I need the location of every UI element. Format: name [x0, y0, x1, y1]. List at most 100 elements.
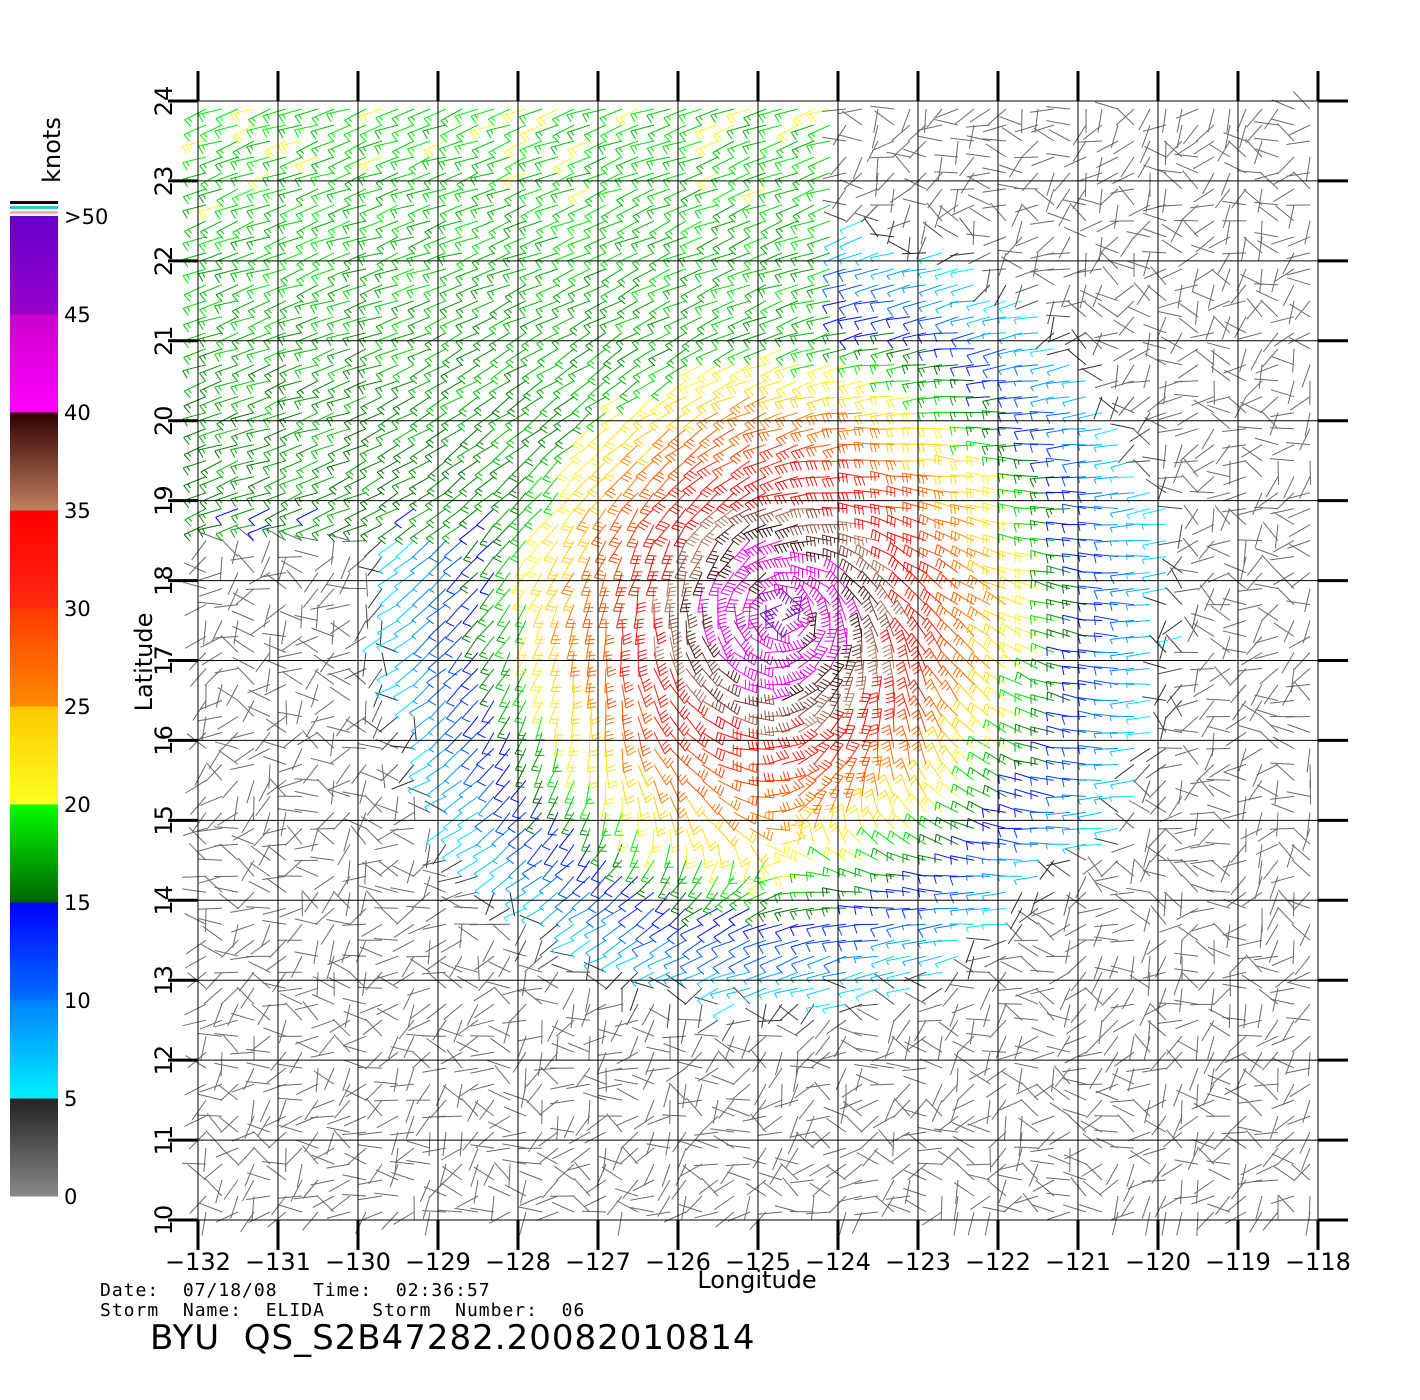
- x-tick-label: −130: [325, 1248, 391, 1276]
- wind-barb: [394, 572, 415, 590]
- wind-barb: [566, 1017, 591, 1021]
- wind-barb: [183, 428, 207, 445]
- wind-barb: [648, 268, 671, 288]
- wind-barb: [965, 891, 991, 901]
- wind-barb: [327, 1115, 351, 1125]
- wind-barb: [1212, 315, 1231, 334]
- wind-barb: [1202, 1083, 1215, 1106]
- wind-barb: [521, 428, 543, 448]
- wind-barb: [518, 188, 543, 205]
- wind-barb: [717, 744, 742, 758]
- wind-barb: [1098, 397, 1119, 414]
- wind-barb: [761, 1004, 767, 1028]
- wind-barb: [842, 724, 856, 749]
- wind-barb: [1143, 268, 1167, 279]
- wind-barb: [424, 380, 447, 399]
- wind-barb: [648, 252, 671, 272]
- wind-barb: [456, 172, 479, 191]
- wind-barb: [377, 524, 399, 545]
- wind-barb: [1273, 511, 1295, 526]
- wind-barb: [1159, 636, 1167, 660]
- wind-barb: [934, 591, 959, 606]
- wind-barb: [1257, 827, 1279, 842]
- wind-barb: [805, 535, 831, 547]
- wind-barb: [887, 220, 911, 230]
- wind-barb: [577, 524, 591, 548]
- wind-barb: [512, 1051, 527, 1073]
- wind-barb: [749, 633, 774, 650]
- wind-barb: [566, 636, 577, 660]
- wind-barb: [877, 172, 895, 191]
- wind-barb: [311, 140, 335, 157]
- wind-barb: [774, 524, 799, 540]
- wind-barb: [839, 332, 863, 349]
- wind-barb: [649, 923, 671, 944]
- wind-barb: [494, 636, 511, 659]
- wind-barb: [620, 444, 639, 467]
- wind-barb: [213, 971, 239, 974]
- wind-barb: [279, 460, 303, 478]
- wind-barb: [566, 1163, 591, 1171]
- wind-barb: [456, 124, 479, 143]
- wind-barb: [454, 204, 479, 221]
- wind-barb: [1129, 747, 1151, 762]
- wind-barb: [1282, 684, 1295, 706]
- wind-barb: [1030, 579, 1055, 590]
- wind-barb: [829, 677, 844, 701]
- wind-barb: [426, 668, 447, 689]
- wind-barb: [743, 476, 767, 494]
- x-tick-label: −124: [805, 1248, 871, 1276]
- wind-barb: [661, 556, 674, 581]
- wind-barb: [1101, 987, 1119, 1007]
- wind-barb: [605, 620, 615, 645]
- wind-barb: [1238, 725, 1263, 733]
- wind-barb: [869, 488, 895, 499]
- wind-barb: [191, 812, 207, 833]
- wind-barb: [231, 188, 255, 206]
- wind-barb: [773, 572, 798, 582]
- wind-barb: [712, 907, 735, 927]
- wind-barb: [1057, 1035, 1071, 1057]
- wind-barb: [775, 971, 799, 986]
- wind-barb: [1201, 1019, 1215, 1042]
- wind-barb: [261, 540, 271, 564]
- wind-barb: [952, 1135, 975, 1149]
- wind-barb: [266, 1067, 287, 1084]
- wind-barb: [1172, 1115, 1183, 1139]
- wind-barb: [552, 268, 575, 288]
- wind-barb: [198, 268, 223, 282]
- wind-barb: [1144, 145, 1167, 158]
- wind-barb: [215, 1147, 239, 1158]
- wind-barb: [838, 1211, 847, 1236]
- wind-barb: [425, 396, 447, 417]
- wind-barb: [933, 923, 959, 934]
- wind-barb: [570, 1147, 591, 1164]
- wind-barb: [790, 236, 815, 251]
- wind-barb: [231, 364, 255, 382]
- wind-barb: [198, 108, 223, 123]
- wind-barb: [358, 1144, 383, 1149]
- wind-barb: [486, 284, 511, 300]
- wind-barb: [938, 1115, 959, 1132]
- wind-barb: [374, 971, 399, 980]
- wind-barb: [646, 108, 671, 124]
- wind-barb: [1093, 632, 1119, 642]
- wind-barb: [838, 284, 863, 300]
- wind-barb: [407, 779, 431, 795]
- wind-barb: [732, 986, 751, 1005]
- wind-barb: [821, 506, 847, 517]
- wind-barb: [758, 316, 783, 333]
- wind-barb: [965, 923, 991, 933]
- wind-barb: [920, 1167, 943, 1181]
- wind-barb: [254, 732, 271, 752]
- wind-barb: [614, 1067, 639, 1071]
- wind-barb: [1094, 923, 1119, 928]
- wind-barb: [725, 1098, 751, 1101]
- wind-barb: [837, 520, 863, 532]
- wind-barb: [1014, 772, 1039, 782]
- wind-barb: [1271, 1195, 1295, 1204]
- wind-barb: [1141, 780, 1151, 804]
- wind-barb: [341, 954, 367, 957]
- wind-barb: [458, 780, 479, 799]
- wind-barb: [1211, 732, 1215, 757]
